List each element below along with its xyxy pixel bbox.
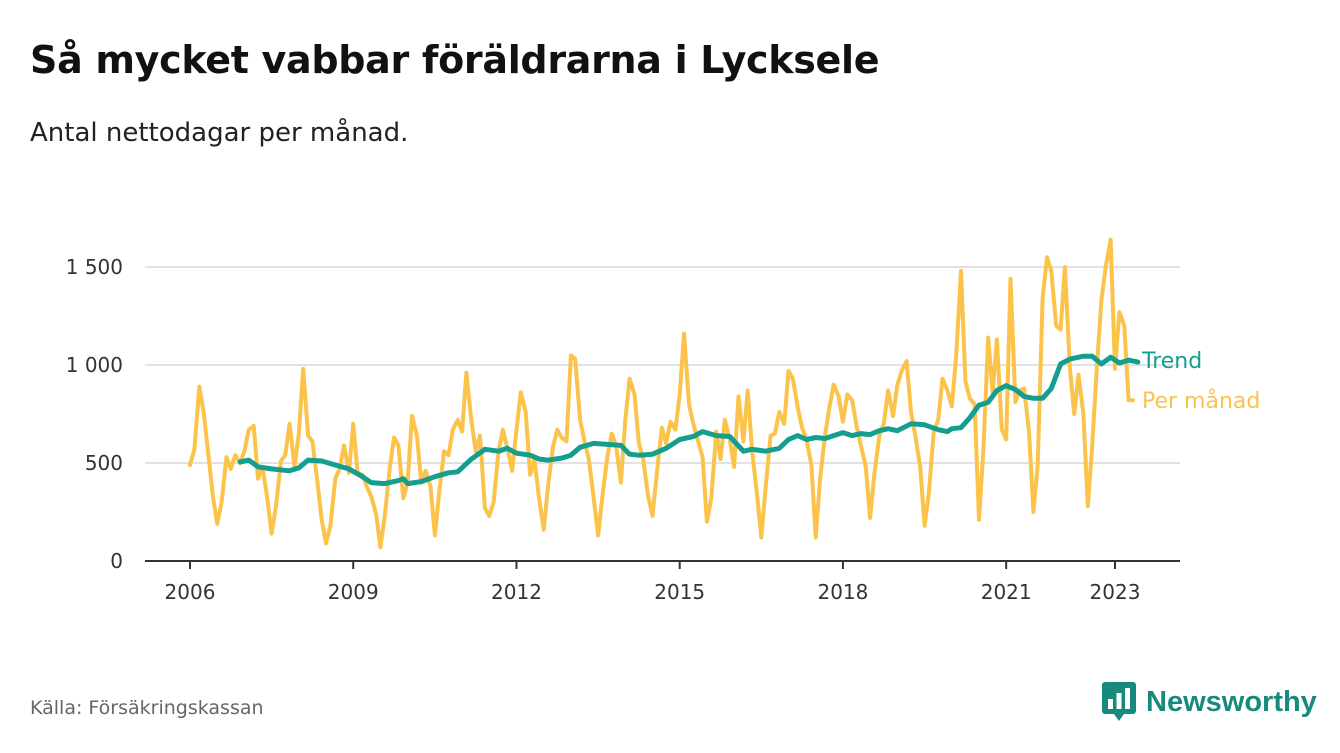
series-line-trend: [237, 353, 1141, 487]
series-lines: [188, 237, 1141, 550]
x-tick-label: 2006: [165, 580, 216, 604]
legend-label-monthly: Per månad: [1142, 388, 1260, 414]
brand-name: Newsworthy: [1146, 685, 1317, 718]
series-labels: Per månad Trend: [1141, 349, 1260, 414]
y-tick-label: 0: [110, 549, 123, 573]
x-tick-label: 2009: [328, 580, 379, 604]
y-tick-label: 1 500: [66, 255, 123, 279]
chart-title: Så mycket vabbar föräldrarna i Lycksele: [30, 38, 880, 82]
x-tick-label: 2015: [654, 580, 705, 604]
x-axis-ticks: 2006 2009 2012 2015 2018 2021 2023: [145, 560, 1180, 604]
y-tick-label: 1 000: [66, 353, 123, 377]
x-tick-label: 2023: [1090, 580, 1141, 604]
x-tick-label: 2021: [981, 580, 1032, 604]
source-note: Källa: Försäkringskassan: [30, 697, 264, 719]
chart-subtitle: Antal nettodagar per månad.: [30, 118, 409, 148]
series-line-monthly: [188, 237, 1135, 550]
y-tick-label: 500: [85, 451, 123, 475]
chart-bubble-icon: [1102, 682, 1136, 721]
brand-logo[interactable]: Newsworthy: [1102, 682, 1317, 722]
x-tick-label: 2018: [817, 580, 868, 604]
x-tick-label: 2012: [491, 580, 542, 604]
legend-label-trend: Trend: [1141, 349, 1202, 374]
y-axis-ticks: 0 500 1 000 1 500: [66, 255, 123, 573]
